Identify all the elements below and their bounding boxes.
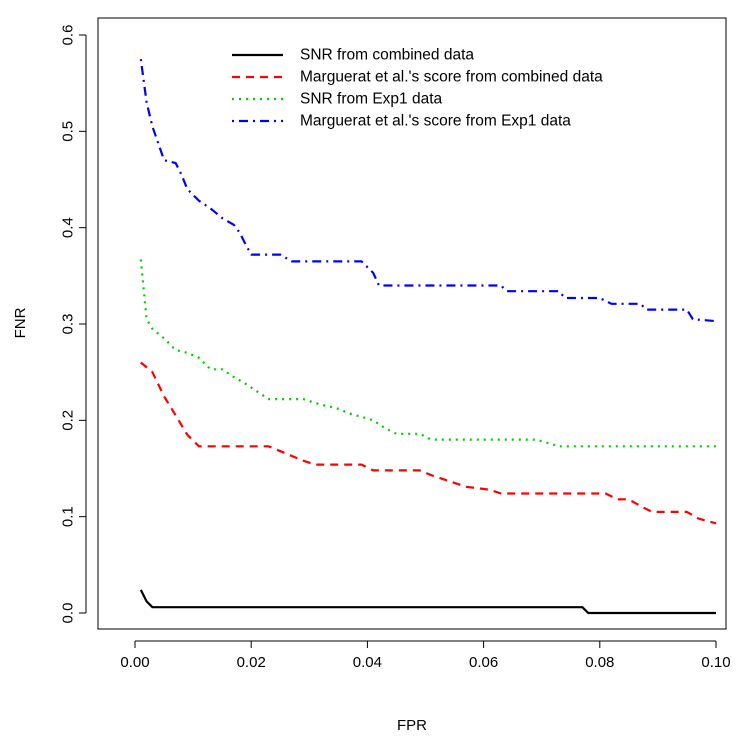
y-axis: 0.0 0.1 0.2 0.3 0.4 0.5 0.6 bbox=[60, 25, 87, 624]
legend-label: Marguerat et al.'s score from combined d… bbox=[300, 69, 603, 86]
series-line-1 bbox=[139, 589, 716, 615]
y-axis-title: FNR bbox=[12, 307, 29, 338]
x-tick-label: 0.00 bbox=[120, 654, 149, 671]
y-tick-label: 0.3 bbox=[60, 314, 77, 335]
y-tick-label: 0.1 bbox=[60, 506, 77, 527]
x-tick-label: 0.04 bbox=[353, 654, 382, 671]
y-tick-label: 0.5 bbox=[60, 121, 77, 142]
x-axis: 0.00 0.02 0.04 0.06 0.08 0.10 bbox=[120, 640, 731, 671]
x-tick-label: 0.08 bbox=[585, 654, 614, 671]
x-axis-title: FPR bbox=[397, 717, 427, 734]
series-line-3 bbox=[139, 259, 716, 448]
y-tick-label: 0.0 bbox=[60, 603, 77, 624]
x-tick-label: 0.06 bbox=[469, 654, 498, 671]
x-tick-label: 0.02 bbox=[237, 654, 266, 671]
y-tick-label: 0.4 bbox=[60, 217, 77, 238]
legend-label: SNR from combined data bbox=[300, 47, 474, 64]
legend-label: SNR from Exp1 data bbox=[300, 91, 443, 108]
y-tick-label: 0.2 bbox=[60, 410, 77, 431]
plot-border bbox=[97, 17, 727, 630]
legend: SNR from combined data Marguerat et al.'s… bbox=[232, 47, 603, 130]
series-layer bbox=[139, 58, 717, 615]
x-tick-label: 0.10 bbox=[701, 654, 730, 671]
y-tick-label: 0.6 bbox=[60, 25, 77, 46]
legend-label: Marguerat et al.'s score from Exp1 data bbox=[300, 113, 571, 130]
series-line-4 bbox=[139, 58, 717, 323]
series-line-2 bbox=[140, 361, 717, 525]
